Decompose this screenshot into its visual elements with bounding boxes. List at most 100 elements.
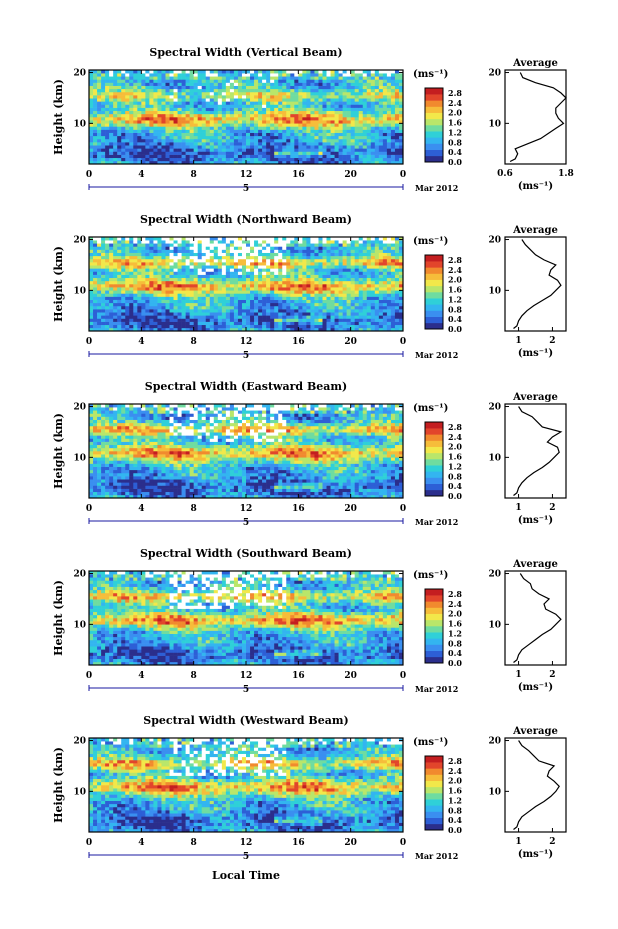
- heatmap-cell: [113, 315, 118, 319]
- heatmap-cell: [201, 290, 207, 294]
- heatmap-cell: [322, 491, 327, 496]
- heatmap-cell: [342, 290, 347, 294]
- heatmap-cell: [350, 70, 355, 74]
- heatmap-cell: [298, 262, 303, 266]
- heatmap-cell: [310, 271, 315, 275]
- heatmap-cell: [302, 98, 307, 102]
- heatmap-cell: [213, 145, 219, 149]
- heatmap-cell: [89, 491, 94, 496]
- heatmap-cell: [89, 160, 94, 165]
- heatmap-cell: [346, 280, 351, 285]
- heatmap-cell: [254, 157, 259, 162]
- heatmap-cell: [125, 132, 130, 137]
- heatmap-cell: [133, 117, 138, 121]
- heatmap-cell: [177, 76, 182, 80]
- heatmap-cell: [157, 101, 162, 105]
- heatmap-cell: [137, 70, 142, 74]
- heatmap-cell: [258, 138, 263, 143]
- heatmap-cell: [362, 265, 368, 269]
- heatmap-cell: [141, 318, 146, 322]
- colorbar: [424, 254, 444, 330]
- heatmap-cell: [221, 160, 227, 165]
- heatmap-cell: [177, 324, 182, 329]
- heatmap-cell: [254, 237, 259, 241]
- heatmap-cell: [318, 246, 323, 250]
- heatmap-cell: [165, 76, 170, 80]
- heatmap-cell: [225, 327, 231, 332]
- heatmap-cell: [310, 246, 315, 250]
- heatmap-cell: [394, 123, 400, 127]
- heatmap-cell: [125, 277, 130, 282]
- heatmap-cell: [129, 284, 134, 288]
- heatmap-cell: [93, 120, 98, 124]
- heatmap-cell: [286, 287, 291, 291]
- heatmap-cell: [161, 284, 166, 288]
- heatmap-cell: [278, 280, 283, 285]
- heatmap-cell: [322, 271, 327, 275]
- heatmap-cell: [145, 85, 150, 90]
- heatmap-cell: [225, 117, 231, 121]
- heatmap-cell: [250, 290, 255, 294]
- heatmap-cell: [298, 284, 303, 288]
- heatmap-cell: [153, 290, 158, 294]
- heatmap-cell: [225, 157, 231, 162]
- heatmap-cell: [233, 160, 239, 165]
- heatmap-cell: [97, 120, 102, 124]
- heatmap-cell: [161, 271, 166, 275]
- heatmap-cell: [177, 249, 182, 253]
- heatmap-cell: [298, 157, 303, 162]
- heatmap-cell: [241, 132, 247, 137]
- heatmap-cell: [109, 91, 114, 96]
- heatmap-cell: [89, 321, 94, 326]
- heatmap-cell: [93, 327, 98, 332]
- heatmap-cell: [378, 151, 384, 155]
- heatmap-cell: [185, 258, 190, 263]
- heatmap-cell: [197, 290, 203, 294]
- heatmap-cell: [177, 154, 182, 159]
- heatmap-cell: [370, 327, 376, 332]
- heatmap-cell: [266, 160, 271, 165]
- heatmap-cell: [334, 271, 339, 275]
- heatmap-cell: [338, 265, 343, 269]
- heatmap-cell: [270, 107, 275, 112]
- heatmap-cell: [121, 296, 126, 300]
- heatmap-cell: [350, 95, 355, 99]
- heatmap-cell: [286, 88, 291, 93]
- heatmap-cell: [153, 265, 158, 269]
- heatmap-cell: [185, 327, 190, 332]
- heatmap-cell: [197, 293, 203, 297]
- heatmap-cell: [165, 265, 170, 269]
- heatmap-cell: [133, 113, 138, 118]
- heatmap-cell: [314, 318, 319, 322]
- heatmap-cell: [185, 138, 190, 143]
- heatmap-cell: [322, 129, 327, 133]
- heatmap-cell: [165, 284, 170, 288]
- heatmap-cell: [117, 91, 122, 96]
- heatmap-cell: [322, 305, 327, 310]
- heatmap-cell: [390, 299, 396, 304]
- heatmap-cell: [338, 293, 343, 297]
- heatmap-cell: [109, 142, 114, 146]
- heatmap-cell: [89, 290, 94, 294]
- heatmap-cell: [342, 135, 347, 140]
- heatmap-cell: [125, 243, 130, 247]
- heatmap-cell: [217, 120, 223, 124]
- heatmap-cell: [169, 126, 174, 130]
- heatmap-cell: [93, 151, 98, 155]
- heatmap-cell: [109, 76, 114, 80]
- heatmap-cell: [125, 145, 130, 149]
- heatmap-cell: [254, 302, 259, 307]
- heatmap-cell: [286, 145, 291, 149]
- heatmap-cell: [338, 107, 343, 112]
- heatmap-cell: [157, 258, 162, 263]
- heatmap-cell: [217, 85, 223, 90]
- heatmap-cell: [334, 138, 339, 143]
- heatmap-cell: [306, 85, 311, 90]
- heatmap-cell: [294, 132, 299, 137]
- heatmap-cell: [233, 110, 239, 115]
- heatmap-cell: [322, 318, 327, 322]
- heatmap-cell: [366, 315, 372, 319]
- heatmap-cell: [250, 305, 255, 310]
- heatmap-cell: [318, 129, 323, 133]
- heatmap-cell: [310, 327, 315, 332]
